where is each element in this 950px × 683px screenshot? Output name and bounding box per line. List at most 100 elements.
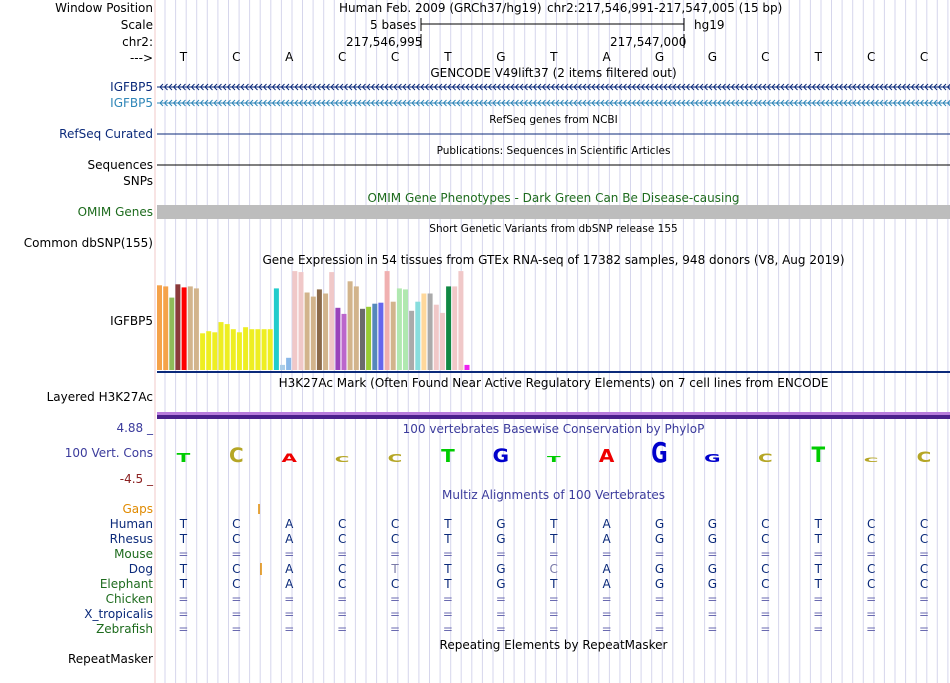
repeatmasker-title: Repeating Elements by RepeatMasker: [439, 638, 668, 652]
alignment-row[interactable]: = = = = = = = = = = = = = = =: [157, 607, 950, 621]
gtex-bar: [218, 322, 224, 370]
gtex-bar: [384, 271, 390, 370]
gtex-bar: [347, 281, 353, 370]
strand-chevron: [442, 83, 447, 91]
gene-label-igfbp5-2[interactable]: IGFBP5: [110, 96, 153, 110]
strand-chevron: [379, 99, 384, 107]
strand-chevron: [654, 83, 659, 91]
aligned-base: T: [179, 562, 188, 576]
strand-chevron: [172, 99, 177, 107]
gtex-bar: [280, 364, 285, 370]
strand-chevron: [208, 83, 213, 91]
strand-chevron: [334, 83, 339, 91]
common-dbsnp-label[interactable]: Common dbSNP(155): [23, 236, 153, 250]
aligned-base: =: [337, 622, 348, 636]
aligned-base: G: [654, 517, 665, 531]
strand-chevron: [681, 83, 686, 91]
strand-chevron: [496, 99, 501, 107]
species-label[interactable]: Human: [109, 517, 153, 531]
aligned-base: T: [550, 532, 558, 546]
strand-chevron: [469, 83, 474, 91]
alignment-row[interactable]: = = = = = = = = = = = = = = =: [157, 592, 950, 606]
aligned-base: G: [496, 532, 506, 546]
strand-chevron: [622, 99, 627, 107]
gene-label-igfbp5-1[interactable]: IGFBP5: [110, 80, 153, 94]
aligned-base: T: [550, 577, 558, 591]
aligned-base: =: [178, 592, 189, 606]
gencode-gene-models[interactable]: [157, 83, 950, 107]
strand-chevron: [249, 99, 254, 107]
strand-chevron: [159, 99, 164, 107]
omim-genes-label[interactable]: OMIM Genes: [77, 205, 153, 219]
strand-chevron: [447, 99, 452, 107]
strand-chevron: [537, 99, 542, 107]
h3k27ac-label[interactable]: Layered H3K27Ac: [46, 390, 153, 404]
gaps-label[interactable]: Gaps: [122, 502, 153, 516]
strand-chevron: [775, 99, 780, 107]
strand-chevron: [811, 99, 816, 107]
aligned-base: =: [548, 592, 559, 606]
aligned-base: =: [231, 622, 242, 636]
gtex-bar-chart[interactable]: [157, 271, 470, 370]
strand-chevron: [240, 83, 245, 91]
h3k27ac-signal-top[interactable]: [157, 412, 950, 415]
species-label[interactable]: Mouse: [114, 547, 153, 561]
strand-chevron: [838, 83, 843, 91]
strand-chevron: [928, 83, 933, 91]
aligned-base: =: [548, 547, 559, 561]
strand-chevron: [721, 83, 726, 91]
strand-chevron: [784, 83, 789, 91]
aligned-base: T: [550, 517, 558, 531]
gtex-gene-label[interactable]: IGFBP5: [110, 314, 153, 328]
cons-letter: T: [177, 450, 191, 465]
strand-chevron: [285, 83, 290, 91]
species-label[interactable]: Elephant: [99, 577, 153, 591]
strand-chevron: [735, 99, 740, 107]
aligned-base: =: [284, 607, 295, 621]
repeatmasker-label[interactable]: RepeatMasker: [67, 652, 153, 666]
h3k27ac-signal[interactable]: [157, 415, 950, 419]
omim-title: OMIM Gene Phenotypes - Dark Green Can Be…: [367, 191, 740, 205]
aligned-base: =: [760, 622, 771, 636]
aligned-base: C: [549, 562, 558, 576]
snps-label[interactable]: SNPs: [123, 174, 153, 188]
reference-base: T: [444, 50, 452, 64]
sequences-label[interactable]: Sequences: [87, 158, 153, 172]
omim-gene-bar[interactable]: [157, 205, 950, 219]
refseq-curated-label[interactable]: RefSeq Curated: [59, 127, 153, 141]
strand-chevron: [861, 83, 866, 91]
gtex-bar: [446, 286, 452, 370]
species-label[interactable]: Rhesus: [109, 532, 153, 546]
strand-chevron: [402, 83, 407, 91]
strand-chevron: [271, 83, 276, 91]
gtex-bar: [273, 288, 279, 370]
gtex-bar: [230, 329, 236, 370]
species-label[interactable]: Chicken: [105, 592, 153, 606]
cons-track-label[interactable]: 100 Vert. Cons: [64, 446, 153, 460]
alignment-row[interactable]: = = = = = = = = = = = = = = =: [157, 547, 950, 561]
strand-chevron: [618, 99, 623, 107]
strand-chevron: [199, 99, 204, 107]
strand-chevron: [226, 99, 231, 107]
strand-chevron: [330, 99, 335, 107]
aligned-base: =: [442, 592, 453, 606]
strand-chevron: [186, 99, 191, 107]
strand-chevron: [181, 83, 186, 91]
strand-chevron: [789, 99, 794, 107]
alignment-row[interactable]: = = = = = = = = = = = = = = =: [157, 622, 950, 636]
species-label[interactable]: Zebrafish: [96, 622, 153, 636]
aligned-base: C: [232, 562, 241, 576]
species-label[interactable]: X_tropicalis: [84, 607, 153, 621]
strand-chevron: [762, 99, 767, 107]
aligned-base: =: [337, 547, 348, 561]
strand-chevron: [289, 83, 294, 91]
strand-chevron: [667, 83, 672, 91]
species-label[interactable]: Dog: [128, 562, 153, 576]
